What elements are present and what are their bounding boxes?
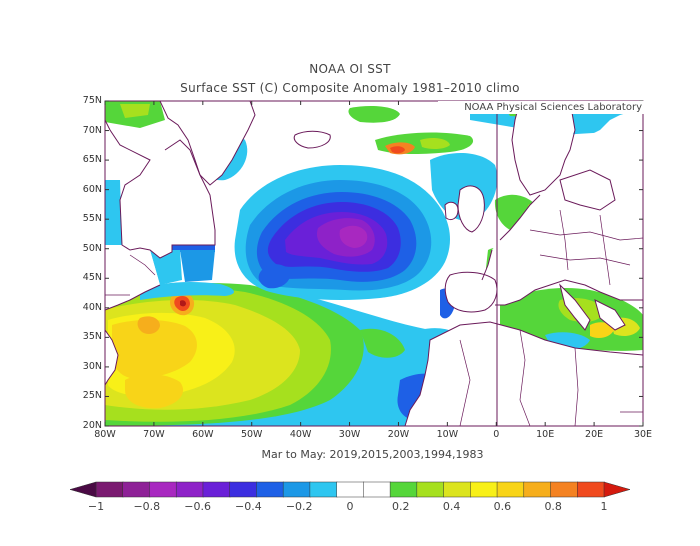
colorbar-segment <box>416 481 445 498</box>
colorbar-tick-label: 1 <box>600 500 608 513</box>
latitude-label: 35N <box>82 331 102 343</box>
colorbar-segment <box>496 481 525 498</box>
colorbar-segment <box>470 481 498 498</box>
longitude-label: 10E <box>536 429 555 440</box>
colorbar-tick-label: −0.4 <box>235 500 262 513</box>
colorbar-segment <box>256 481 284 498</box>
colorbar-segment <box>523 481 552 498</box>
axis-ticks <box>104 100 644 427</box>
longitude-label: 20W <box>387 429 410 440</box>
longitude-label: 10W <box>436 429 459 440</box>
latitude-label: 50N <box>82 242 102 254</box>
longitude-label: 30W <box>338 429 361 440</box>
anomaly-field <box>105 101 643 426</box>
colorbar-low-arrow <box>69 481 97 498</box>
colorbar-high-arrow <box>603 481 631 498</box>
colorbar-tick-label: −0.8 <box>133 500 161 513</box>
map-subtitle: Surface SST (C) Composite Anomaly 1981–2… <box>180 81 520 95</box>
latitude-label: 30N <box>82 360 102 372</box>
longitude-label: 60W <box>192 429 214 440</box>
colorbar-segment <box>202 481 231 498</box>
longitude-label: 70W <box>143 429 165 440</box>
colorbar-tick-label: −1 <box>87 500 105 513</box>
colorbar-tick-label: 0.8 <box>544 500 562 513</box>
land-mask <box>105 101 643 426</box>
colorbar-tick-label: −0.6 <box>184 500 211 513</box>
colorbar-tick-label: 0 <box>346 500 354 513</box>
colorbar-segment <box>229 481 258 498</box>
longitude-label: 50W <box>240 429 263 440</box>
colorbar-tick-label: 0.2 <box>392 500 410 513</box>
season-years-label: Mar to May: 2019,2015,2003,1994,1983 <box>261 448 484 461</box>
colorbar-tick-label: 0.6 <box>493 500 512 513</box>
credit-label: NOAA Physical Sciences Laboratory <box>438 101 644 114</box>
colorbar-segment <box>175 481 204 498</box>
colorbar-segment <box>122 481 151 498</box>
colorbar-segment <box>577 481 605 498</box>
colorbar-segment <box>550 481 579 498</box>
colorbar-segment <box>336 481 365 498</box>
country-borders <box>105 209 643 426</box>
longitude-label: 80W <box>94 429 116 440</box>
longitude-label: 30E <box>633 429 653 440</box>
latitude-label: 45N <box>82 272 102 284</box>
latitude-label: 75N <box>82 95 102 106</box>
map-title: NOAA OI SST <box>309 62 391 76</box>
colorbar <box>69 481 631 498</box>
latitude-label: 40N <box>82 301 102 313</box>
latitude-label: 60N <box>82 183 102 195</box>
colorbar-segment <box>443 481 472 498</box>
latitude-label: 55N <box>82 213 102 225</box>
colorbar-segment <box>95 481 124 498</box>
colorbar-tick-label: 0.4 <box>442 500 461 513</box>
longitude-label: 0 <box>493 429 500 440</box>
latitude-label: 20N <box>82 420 102 431</box>
colorbar-segment <box>309 481 338 498</box>
colorbar-segment <box>389 481 418 498</box>
colorbar-segment <box>149 481 177 498</box>
map-frame <box>104 100 644 427</box>
latitude-label: 70N <box>82 124 102 136</box>
longitude-label: 40W <box>289 429 312 440</box>
colorbar-segment <box>363 481 391 498</box>
colorbar-tick-label: −0.2 <box>285 500 313 513</box>
latitude-label: 25N <box>82 390 102 402</box>
latitude-label: 65N <box>82 154 102 166</box>
colorbar-segment <box>282 481 311 498</box>
longitude-label: 20E <box>585 429 604 440</box>
